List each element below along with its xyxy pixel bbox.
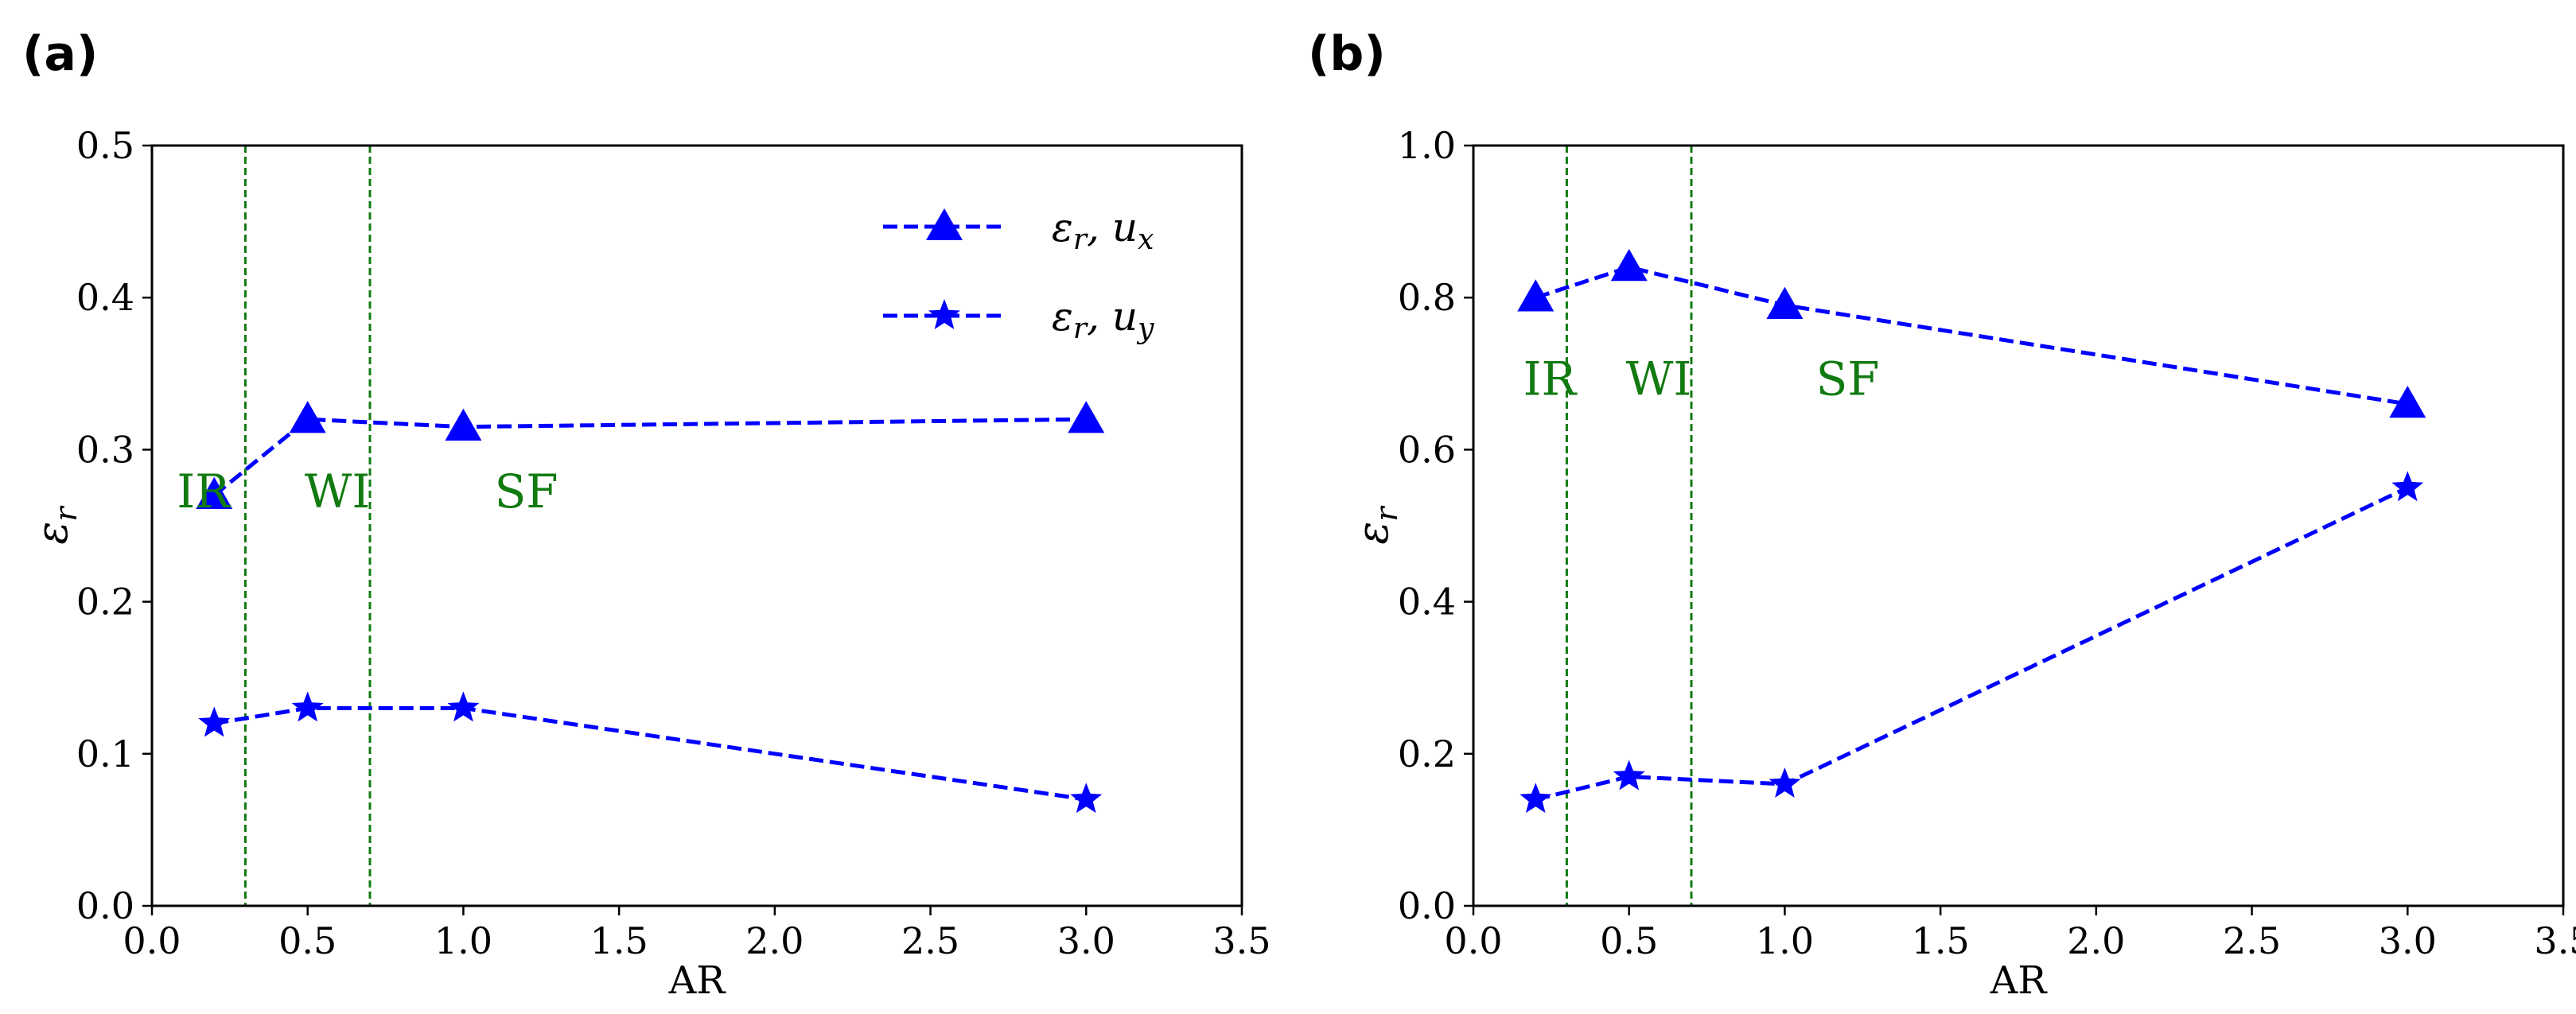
data-point-star bbox=[2391, 471, 2424, 502]
y-tick-label: 0.0 bbox=[1398, 884, 1456, 927]
data-point-star bbox=[1613, 760, 1645, 791]
y-axis-label-b: εr bbox=[1348, 505, 1404, 545]
data-point-triangle bbox=[196, 476, 233, 510]
x-tick-label: 3.5 bbox=[2534, 919, 2576, 962]
series-line-ux bbox=[1535, 265, 2408, 406]
legend-uy-main: ε bbox=[1052, 293, 1073, 340]
y-tick-label: 0.3 bbox=[76, 428, 134, 471]
region-label-wi: WI bbox=[305, 464, 371, 519]
y-tick-label: 0.5 bbox=[76, 124, 134, 167]
markers-b bbox=[1517, 248, 2426, 814]
vlines-a bbox=[243, 146, 372, 906]
series-lines-b bbox=[1535, 265, 2409, 802]
region-label-ir: IR bbox=[1523, 352, 1578, 406]
x-tick-label: 0.0 bbox=[123, 919, 181, 962]
y-tick-label: 0.2 bbox=[76, 581, 134, 624]
data-point-star bbox=[291, 691, 324, 722]
y-axis-label-sub-a: r bbox=[49, 505, 84, 522]
legend-ux-main: ε bbox=[1052, 204, 1073, 251]
plot-frame-a bbox=[150, 144, 1243, 907]
y-tick-label: 0.4 bbox=[76, 276, 134, 319]
y-tick-label: 0.6 bbox=[1398, 428, 1456, 471]
data-point-triangle bbox=[2389, 386, 2426, 418]
legend-uy-sub1: r bbox=[1073, 313, 1088, 345]
x-axis-label-a: AR bbox=[668, 958, 727, 1003]
x-tick-label: 2.5 bbox=[2223, 919, 2281, 962]
region-labels-b: IR WI SF bbox=[1523, 352, 1880, 406]
y-axis-label-main-a: ε bbox=[27, 522, 77, 545]
y-axis-label-sub-b: r bbox=[1369, 505, 1404, 522]
legend-star-marker bbox=[928, 299, 960, 329]
chart-panel-a: (a) IR WI SF 0.0 0.5 1.0 1.5 2.0 2.5 3.0 3.5 0.00… bbox=[22, 26, 1271, 1003]
vlines-b bbox=[1565, 146, 1693, 906]
legend-entry-ux: εr, ux bbox=[883, 204, 1154, 256]
x-tick-label: 3.0 bbox=[2379, 919, 2437, 962]
series-lines-a bbox=[212, 417, 1087, 802]
x-tick-label: 1.0 bbox=[434, 919, 492, 962]
region-labels-a: IR WI SF bbox=[177, 464, 558, 519]
legend-uy-mid: , u bbox=[1087, 293, 1138, 340]
legend-ux-mid: , u bbox=[1087, 204, 1138, 251]
data-point-triangle bbox=[1517, 279, 1555, 312]
legend-label-ux: εr, ux bbox=[1052, 204, 1154, 256]
x-tick-label: 3.5 bbox=[1212, 919, 1270, 962]
y-axis-a: 0.0 0.1 0.2 0.3 0.4 0.5 bbox=[76, 124, 152, 927]
legend-entry-uy: εr, uy bbox=[883, 293, 1154, 345]
y-axis-b: 0.0 0.2 0.4 0.6 0.8 1.0 bbox=[1398, 124, 1473, 927]
y-tick-label: 0.8 bbox=[1398, 276, 1456, 319]
legend-a: εr, ux εr, uy bbox=[883, 204, 1154, 345]
x-tick-label: 2.0 bbox=[2067, 919, 2125, 962]
series-line-uy bbox=[1535, 485, 2409, 802]
data-point-triangle bbox=[445, 408, 482, 441]
plot-area-a: IR WI SF bbox=[177, 146, 1105, 906]
data-point-triangle bbox=[1610, 248, 1648, 282]
data-point-triangle bbox=[289, 401, 326, 433]
panel-label-b: (b) bbox=[1308, 26, 1386, 82]
panel-label-a: (a) bbox=[22, 26, 98, 82]
data-point-star bbox=[1769, 767, 1801, 798]
data-point-star bbox=[198, 706, 231, 737]
plot-frame-b bbox=[1472, 144, 2565, 907]
series-line-uy bbox=[213, 705, 1087, 802]
x-axis-label-b: AR bbox=[1990, 958, 2049, 1003]
region-label-sf: SF bbox=[1816, 352, 1880, 406]
x-tick-label: 1.0 bbox=[1756, 919, 1814, 962]
data-point-triangle bbox=[1766, 286, 1804, 320]
series-line-ux bbox=[212, 417, 1087, 497]
region-label-wi: WI bbox=[1626, 352, 1692, 406]
x-axis-a: 0.0 0.5 1.0 1.5 2.0 2.5 3.0 3.5 bbox=[123, 906, 1271, 962]
data-point-triangle bbox=[1068, 401, 1105, 433]
x-tick-label: 3.0 bbox=[1057, 919, 1115, 962]
x-tick-label: 1.5 bbox=[1912, 919, 1970, 962]
region-label-ir: IR bbox=[177, 464, 232, 519]
y-tick-label: 0.1 bbox=[76, 732, 134, 775]
y-tick-label: 0.0 bbox=[76, 884, 134, 927]
y-tick-label: 1.0 bbox=[1398, 124, 1456, 167]
y-tick-label: 0.2 bbox=[1398, 732, 1456, 775]
y-axis-label-a: εr bbox=[27, 505, 84, 545]
legend-ux-sub1: r bbox=[1073, 223, 1088, 256]
y-axis-label-main-b: ε bbox=[1348, 522, 1398, 545]
x-axis-b: 0.0 0.5 1.0 1.5 2.0 2.5 3.0 3.5 bbox=[1444, 906, 2576, 962]
x-tick-label: 0.0 bbox=[1444, 919, 1502, 962]
x-tick-label: 0.5 bbox=[1600, 919, 1658, 962]
y-tick-label: 0.4 bbox=[1398, 581, 1456, 624]
x-tick-label: 2.5 bbox=[901, 919, 959, 962]
x-tick-label: 1.5 bbox=[590, 919, 648, 962]
region-label-sf: SF bbox=[495, 464, 558, 519]
data-point-star bbox=[447, 691, 480, 722]
x-tick-label: 2.0 bbox=[745, 919, 804, 962]
legend-uy-sub2: y bbox=[1136, 313, 1154, 345]
data-point-star bbox=[1070, 783, 1103, 814]
legend-ux-sub2: x bbox=[1138, 223, 1154, 256]
data-point-star bbox=[1520, 783, 1552, 814]
markers-a bbox=[196, 401, 1105, 814]
legend-triangle-marker bbox=[926, 208, 963, 240]
plot-area-b: IR WI SF bbox=[1517, 146, 2426, 906]
x-tick-label: 0.5 bbox=[278, 919, 337, 962]
legend-label-uy: εr, uy bbox=[1052, 293, 1154, 345]
